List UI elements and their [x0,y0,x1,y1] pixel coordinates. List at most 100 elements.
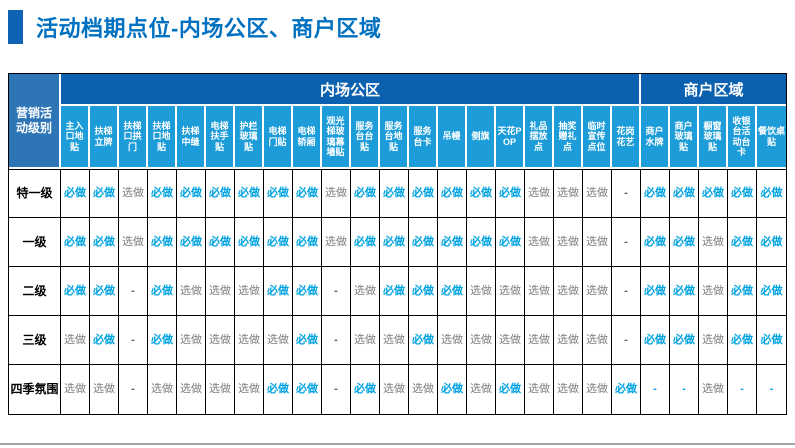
table-row: 二级 必做 必做 - 必做 选做 选做 选做 必做 必做 - 选做 必做 必做 必做 选做 选做 选做 选做 选做 - 必… [9,267,786,316]
table-cell: 必做 [409,267,438,316]
table-cell: 必做 [438,169,467,218]
table-cell: 必做 [206,169,235,218]
table-cell: - [322,316,351,365]
group-header-public: 内场公区 [61,74,641,106]
table-cell: 选做 [699,218,728,267]
table-cell: 选做 [583,316,612,365]
table-cell: 必做 [496,169,525,218]
table-cell: 必做 [264,169,293,218]
table-cell: 选做 [467,365,496,414]
corner-header: 营销活动级别 [9,74,61,169]
table-cell: 必做 [206,218,235,267]
col-header: 橱窗玻璃贴 [699,106,728,169]
table-cell: 必做 [409,316,438,365]
table-cell: - [728,365,757,414]
table-cell: 选做 [351,267,380,316]
col-header: 抽奖赠礼点 [554,106,583,169]
table-cell: 必做 [61,267,90,316]
table-cell: 必做 [90,169,119,218]
table-cell: - [641,365,670,414]
group-header-row: 营销活动级别 内场公区 商户区域 [9,74,786,169]
table-cell: 必做 [293,365,322,414]
table-cell: 必做 [293,267,322,316]
table-cell: 必做 [641,169,670,218]
table-row: 三级 选做 必做 - 必做 选做 选做 选做 选做 必做 - 选做 选做 必做 选做 选做 选做 选做 选做 选做 - 必… [9,316,786,365]
row-label: 四季氛围 [9,365,61,414]
table-cell: 选做 [177,365,206,414]
table-cell: 必做 [148,267,177,316]
col-header: 商户水牌 [641,106,670,169]
row-label: 特一级 [9,169,61,218]
table-cell: 选做 [177,316,206,365]
title-accent-bar [8,10,23,44]
table-cell: 选做 [554,365,583,414]
table-cell: - [119,316,148,365]
col-header: 临时宣传点位 [583,106,612,169]
table-cell: 必做 [293,316,322,365]
col-header: 扶梯中缝 [177,106,206,169]
table-cell: 必做 [438,365,467,414]
table-cell: 必做 [380,218,409,267]
table-cell: 必做 [699,169,728,218]
table-row: 特一级 必做 必做 选做 必做 必做 必做 必做 必做 必做 选做 必做 必做 必做 必做 必做 必做 选做 选做选… [9,169,786,218]
table-cell: 选做 [699,267,728,316]
table-cell: 必做 [351,218,380,267]
table-row: 四季氛围 选做 选做 - 选做 选做 选做 选做 必做 必做 - 必做 选做 选做 必做 选做 必做 选做 选做 选做… [9,365,786,414]
table-cell: 选做 [554,218,583,267]
table-cell: 必做 [757,316,786,365]
col-header: 侧旗 [467,106,496,169]
table-cell: 选做 [90,365,119,414]
table-cell: 必做 [728,169,757,218]
table-cell: 选做 [583,365,612,414]
table-cell: 必做 [496,218,525,267]
table-cell: 选做 [119,218,148,267]
col-header: 服务台台贴 [351,106,380,169]
table-cell: 必做 [148,316,177,365]
table-cell: 必做 [670,218,699,267]
table-cell: 必做 [293,218,322,267]
table-cell: 选做 [235,316,264,365]
table-cell: 必做 [409,218,438,267]
table-cell: 必做 [467,169,496,218]
table-cell: 必做 [641,316,670,365]
col-header: 收银台活动台卡 [728,106,757,169]
table-cell: 选做 [583,267,612,316]
table-cell: 选做 [206,365,235,414]
table-cell: - [119,267,148,316]
table-cell: 必做 [728,267,757,316]
table-cell: 必做 [496,365,525,414]
table-cell: 必做 [90,316,119,365]
table-cell: 必做 [728,316,757,365]
table-cell: 选做 [322,218,351,267]
table-cell: 选做 [148,365,177,414]
table-cell: 选做 [380,365,409,414]
table-cell: 选做 [525,169,554,218]
table-cell: - [612,316,641,365]
group-header-merchant: 商户区域 [641,74,786,106]
table-cell: 必做 [61,169,90,218]
table-body: 特一级 必做 必做 选做 必做 必做 必做 必做 必做 必做 选做 必做 必做 必做 必做 必做 必做 选做 选做选… [9,169,786,414]
col-header: 服务台地贴 [380,106,409,169]
table-cell: 必做 [438,218,467,267]
table-cell: 必做 [641,218,670,267]
table-cell: 选做 [206,267,235,316]
table-cell: 必做 [438,267,467,316]
table-cell: 必做 [351,169,380,218]
table-cell: - [670,365,699,414]
col-header: 扶梯口拱门 [119,106,148,169]
table-cell: 必做 [728,218,757,267]
col-header: 电梯轿厢 [293,106,322,169]
table-cell: 必做 [177,218,206,267]
table-cell: 必做 [670,316,699,365]
title-row: 活动档期点位-内场公区、商户区域 [8,10,381,44]
schedule-table: 营销活动级别 内场公区 商户区域 主入口地贴 扶梯立牌 扶梯口拱门 扶梯口地贴 扶梯中缝 电梯扶… [9,74,786,414]
table-cell: - [322,365,351,414]
col-header: 花岗花艺 [612,106,641,169]
table-cell: 必做 [380,267,409,316]
table-cell: - [757,365,786,414]
row-label: 三级 [9,316,61,365]
col-header: 电梯扶手贴 [206,106,235,169]
table-cell: 选做 [554,169,583,218]
table-cell: 选做 [264,316,293,365]
